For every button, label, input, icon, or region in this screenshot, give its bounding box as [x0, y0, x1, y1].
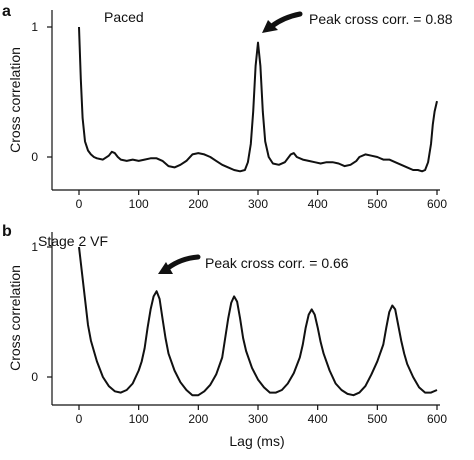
panel-b-annotation-arrow-head — [158, 262, 173, 274]
panel-b-x-tick-label: 100 — [129, 412, 149, 426]
panel-a-y-tick-label: 0 — [31, 150, 38, 164]
panel-b-y-tick-label: 1 — [31, 240, 38, 254]
panel-b-y-axis-label: Cross correlation — [7, 265, 23, 371]
panel-b-axes: 0 1 0 100 200 300 400 500 600 — [31, 232, 447, 426]
panel-b-peak-annotation: Peak cross corr. = 0.66 — [205, 255, 349, 271]
panel-b-series-line — [78, 246, 438, 397]
panel-a-annotation-arrow-head — [262, 20, 278, 33]
panel-a-x-tick-label: 500 — [367, 197, 387, 211]
panel-a-x-tick-label: 0 — [76, 197, 83, 211]
panel-b-x-tick-label: 200 — [188, 412, 208, 426]
panel-a-marks — [78, 26, 438, 173]
panel-a-y-tick-label: 1 — [31, 20, 38, 34]
panel-letter-b: b — [2, 223, 12, 240]
panel-b-x-tick-label: 500 — [367, 412, 387, 426]
panel-b-y-tick-label: 0 — [31, 370, 38, 384]
panel-a-x-tick-label: 400 — [308, 197, 328, 211]
panel-a-y-axis-label: Cross correlation — [7, 47, 23, 153]
panel-b-x-tick-label: 400 — [308, 412, 328, 426]
panel-a-series-line — [78, 26, 438, 173]
panel-b-annotation-arrow-shaft — [165, 254, 201, 271]
panel-b-title: Stage 2 VF — [38, 233, 108, 249]
panel-a-title: Paced — [104, 9, 144, 25]
panel-letter-a: a — [2, 3, 11, 20]
panel-a-x-tick-label: 600 — [427, 197, 447, 211]
panel-b: b Stage 2 VF Cross correlation Peak cros… — [2, 223, 447, 449]
panel-b-x-tick-label: 600 — [427, 412, 447, 426]
panel-a-peak-annotation: Peak cross corr. = 0.88 — [309, 11, 453, 27]
panel-a-annotation-arrow-shaft — [269, 11, 303, 29]
panel-b-x-tick-label: 0 — [76, 412, 83, 426]
panel-a: a Paced Cross correlation Peak cross cor… — [2, 3, 453, 211]
panel-a-axes: 0 1 0 100 200 300 400 500 600 — [31, 10, 447, 211]
panel-a-x-tick-label: 300 — [248, 197, 268, 211]
panel-a-x-tick-label: 200 — [188, 197, 208, 211]
panel-b-x-axis-label: Lag (ms) — [229, 433, 284, 449]
panel-a-x-tick-label: 100 — [129, 197, 149, 211]
panel-b-marks — [78, 246, 438, 397]
panel-b-x-tick-label: 300 — [248, 412, 268, 426]
